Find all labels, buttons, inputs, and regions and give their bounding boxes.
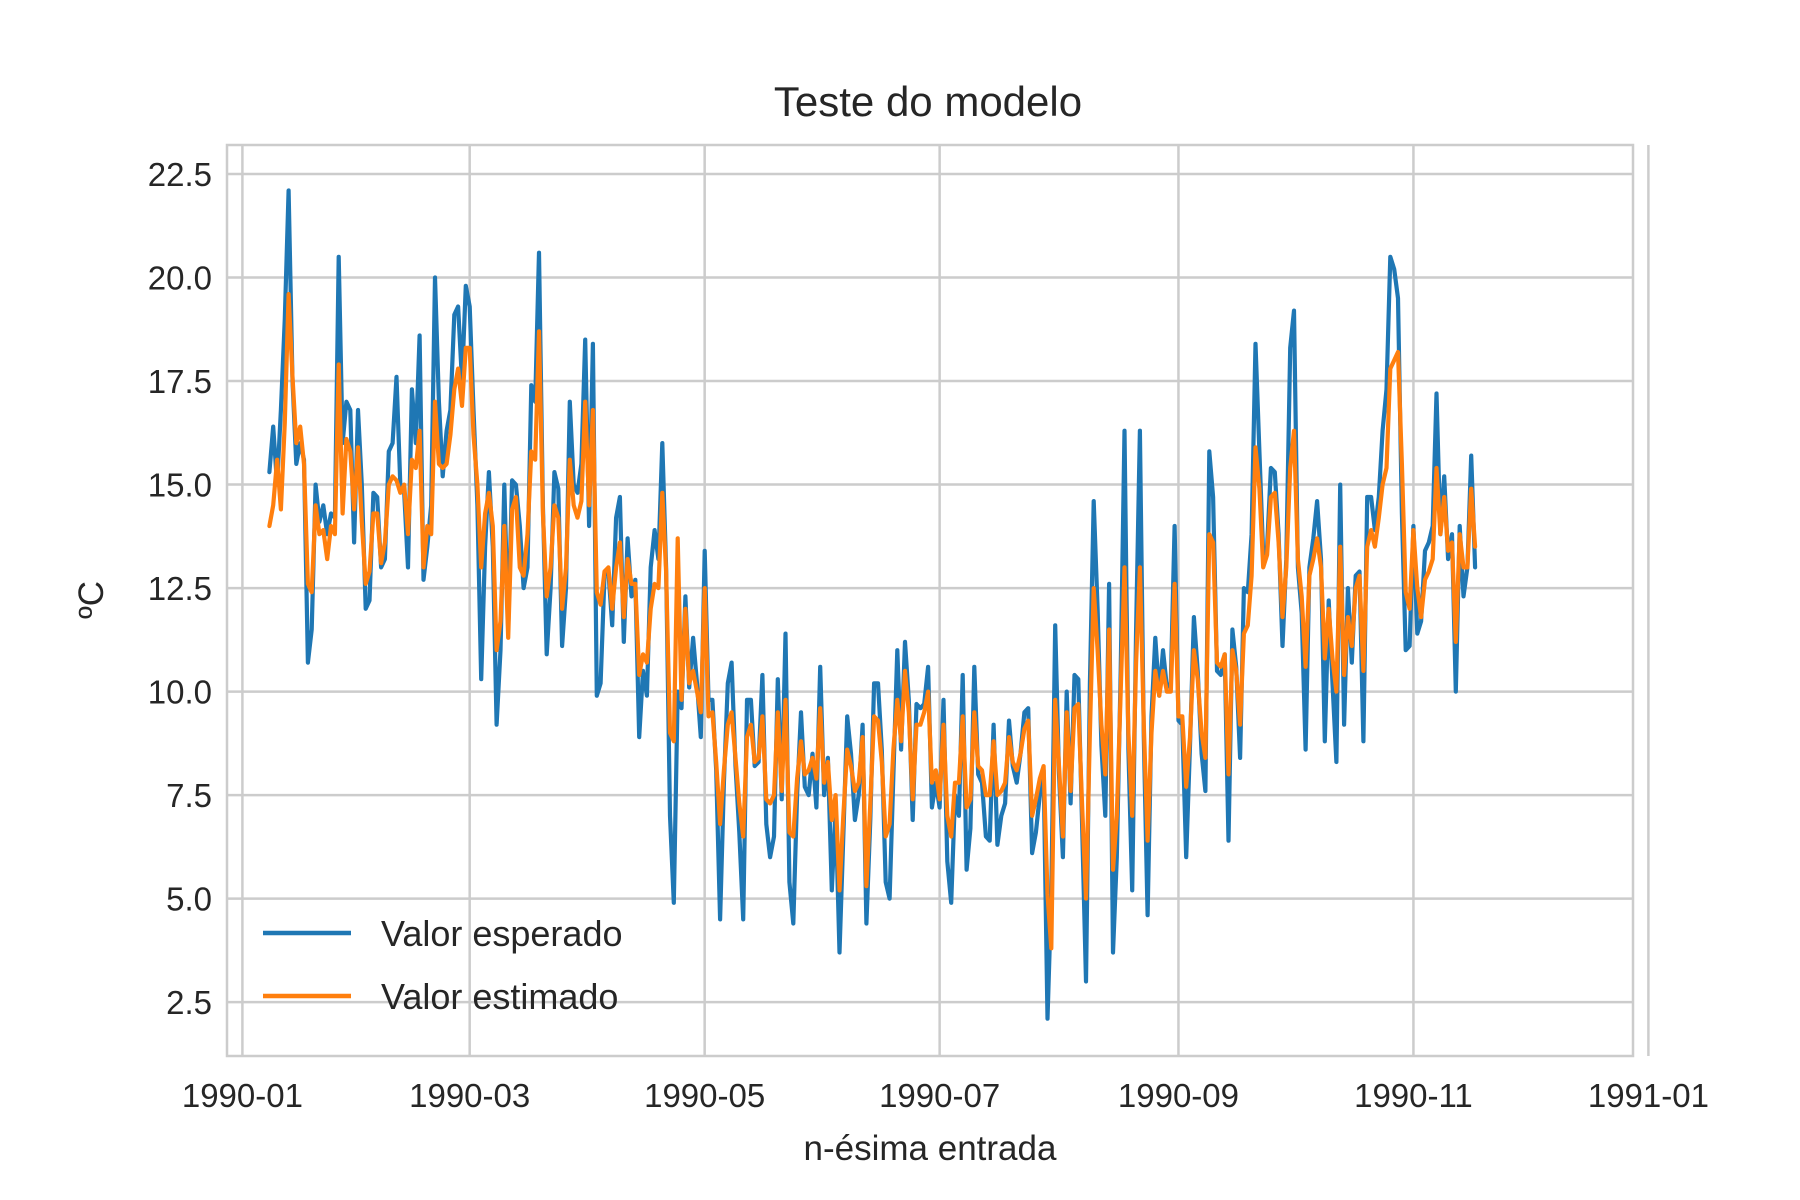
x-tick-label: 1991-01 xyxy=(1588,1077,1709,1114)
x-tick-label: 1990-11 xyxy=(1354,1077,1473,1114)
y-tick-label: 22.5 xyxy=(148,156,212,193)
x-axis-label: n-ésima entrada xyxy=(804,1129,1057,1168)
y-tick-label: 17.5 xyxy=(148,363,212,400)
y-axis-ticks: 2.5 5.0 7.5 10.0 12.5 15.0 17.5 20.0 22.5 xyxy=(148,156,212,1021)
chart-title: Teste do modelo xyxy=(774,78,1082,125)
y-tick-label: 20.0 xyxy=(148,260,212,297)
legend: Valor esperado Valor estimado xyxy=(263,913,623,1017)
x-tick-label: 1990-09 xyxy=(1118,1077,1239,1114)
series-line-valor-estimado xyxy=(267,292,1478,951)
x-tick-label: 1990-01 xyxy=(182,1077,303,1114)
legend-label-valor-estimado: Valor estimado xyxy=(381,976,618,1017)
y-axis-label: ºC xyxy=(72,581,111,619)
x-tick-label: 1990-05 xyxy=(644,1077,765,1114)
legend-label-valor-esperado: Valor esperado xyxy=(381,913,623,954)
y-tick-label: 7.5 xyxy=(166,777,212,814)
x-tick-label: 1990-07 xyxy=(879,1077,1000,1114)
y-tick-label: 15.0 xyxy=(148,467,212,504)
y-tick-label: 12.5 xyxy=(148,570,212,607)
plot-series xyxy=(267,188,1478,1021)
y-tick-label: 5.0 xyxy=(166,881,212,918)
y-tick-label: 10.0 xyxy=(148,674,212,711)
series-line-valor-esperado xyxy=(267,188,1478,1021)
x-axis-ticks: 1990-01 1990-03 1990-05 1990-07 1990-09 1990-… xyxy=(182,1077,1709,1114)
x-tick-label: 1990-03 xyxy=(409,1077,530,1114)
y-tick-label: 2.5 xyxy=(166,984,212,1021)
plot-frame xyxy=(225,143,1635,1058)
